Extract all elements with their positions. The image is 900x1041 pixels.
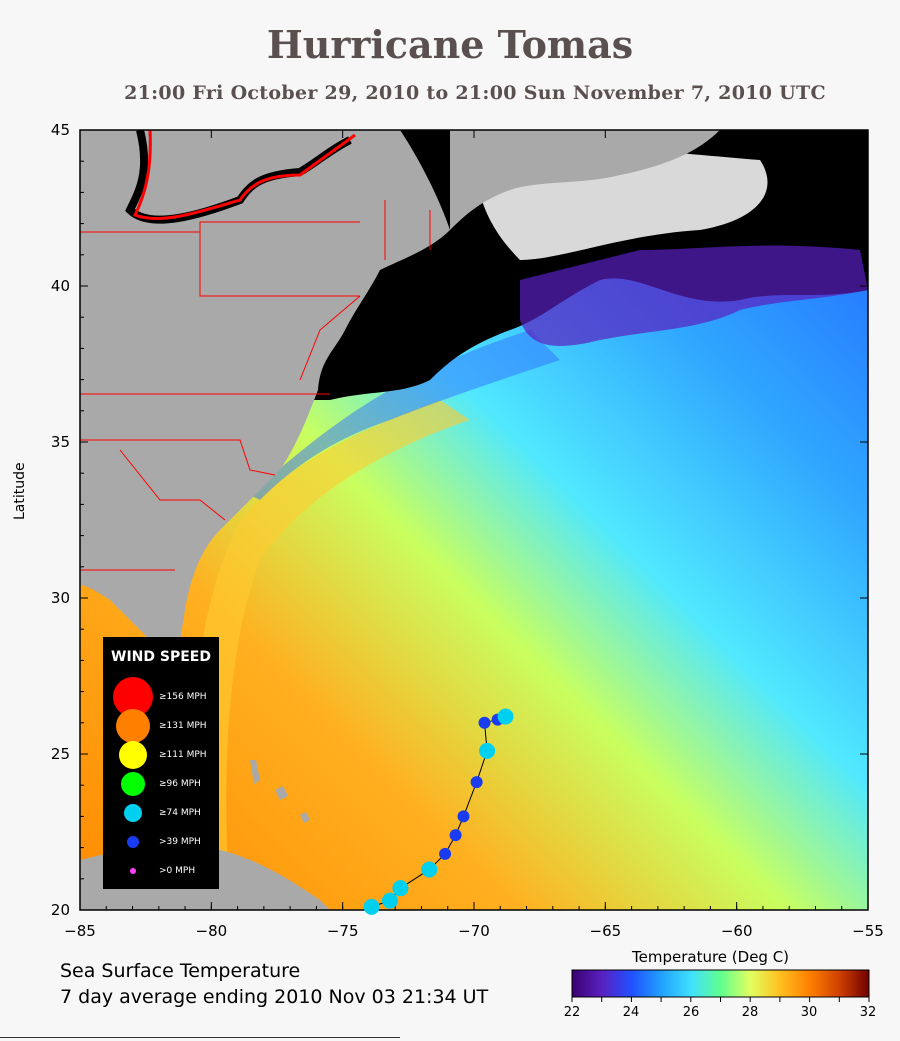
lon-tick-label: −80: [196, 922, 228, 940]
cloud-purple: [520, 245, 868, 346]
track-point: [392, 880, 409, 897]
track-point: [497, 708, 514, 725]
legend-label-39: >39 MPH: [159, 837, 201, 847]
track-point: [449, 829, 462, 842]
bahamas: [250, 760, 310, 823]
track-point: [479, 742, 496, 759]
lon-tick-label: −55: [852, 922, 884, 940]
legend-symbol: [116, 709, 150, 743]
bottom-rule: [0, 1037, 400, 1038]
lat-tick-label: 20: [51, 901, 70, 919]
us-land: [80, 130, 450, 660]
colorbar-label: Temperature (Deg C): [632, 948, 790, 966]
legend-symbol: [121, 772, 145, 796]
map-title: Hurricane Tomas: [266, 22, 634, 67]
lon-tick-label: −70: [458, 922, 490, 940]
map-subtitle: 21:00 Fri October 29, 2010 to 21:00 Sun …: [124, 82, 826, 104]
legend-title: WIND SPEED: [111, 649, 211, 665]
legend-symbol: [119, 741, 147, 769]
gulf-stream: [175, 400, 470, 900]
colorbar-tick-22: 22: [563, 1005, 581, 1020]
track-point: [470, 776, 483, 789]
sst-caption: Sea Surface Temperature 7 day average en…: [60, 958, 488, 1010]
legend-label-74: ≥74 MPH: [159, 808, 201, 818]
colorbar-tick-24: 24: [622, 1005, 640, 1020]
track-point: [439, 847, 452, 860]
colorbar-tick-26: 26: [682, 1005, 700, 1020]
caption-line-2: 7 day average ending 2010 Nov 03 21:34 U…: [60, 986, 489, 1008]
colorbar-tick-28: 28: [741, 1005, 759, 1020]
shelf-water: [250, 330, 560, 500]
caption-line-1: Sea Surface Temperature: [60, 960, 301, 982]
legend-label-156: ≥156 MPH: [159, 692, 207, 702]
legend-symbol: [127, 836, 139, 848]
lat-tick-label: 45: [51, 121, 70, 139]
legend-symbols: [113, 677, 153, 874]
state-borders: [80, 200, 431, 571]
legend-label-131: ≥131 MPH: [159, 721, 207, 731]
track-point: [478, 716, 491, 729]
legend-symbol: [124, 804, 142, 822]
colorbar-tick-30: 30: [800, 1005, 818, 1020]
legend-label-96: ≥96 MPH: [159, 779, 201, 789]
colorbar-ticks: [571, 997, 870, 1002]
canada-land: [450, 130, 720, 230]
lon-tick-label: −75: [327, 922, 359, 940]
colorbar: [571, 969, 870, 998]
lon-tick-label: −65: [590, 922, 622, 940]
legend-label-0: >0 MPH: [159, 866, 196, 876]
colorbar-tick-32: 32: [859, 1005, 877, 1020]
lat-tick-label: 30: [51, 589, 70, 607]
track-point: [363, 898, 380, 915]
track-point: [381, 892, 398, 909]
axes: −85 −80 −75 −70 −65 −60 −55 45 40 35 30 25 20: [51, 121, 884, 940]
lon-tick-label: −85: [64, 922, 96, 940]
border-line: [132, 130, 356, 221]
lon-tick-label: −60: [721, 922, 753, 940]
legend-symbol: [113, 677, 153, 717]
track-point: [457, 810, 470, 823]
legend-symbol: [130, 868, 136, 874]
lat-tick-label: 35: [51, 433, 70, 451]
track-point: [421, 861, 438, 878]
lat-tick-label: 40: [51, 277, 70, 295]
legend-label-111: ≥111 MPH: [159, 750, 207, 760]
storm-track: [363, 708, 514, 915]
lat-tick-label: 25: [51, 745, 70, 763]
y-axis-label: Latitude: [12, 462, 28, 520]
wind-speed-legend: WIND SPEED ≥156 MPH ≥131 MPH ≥111 MPH ≥9…: [103, 637, 219, 889]
